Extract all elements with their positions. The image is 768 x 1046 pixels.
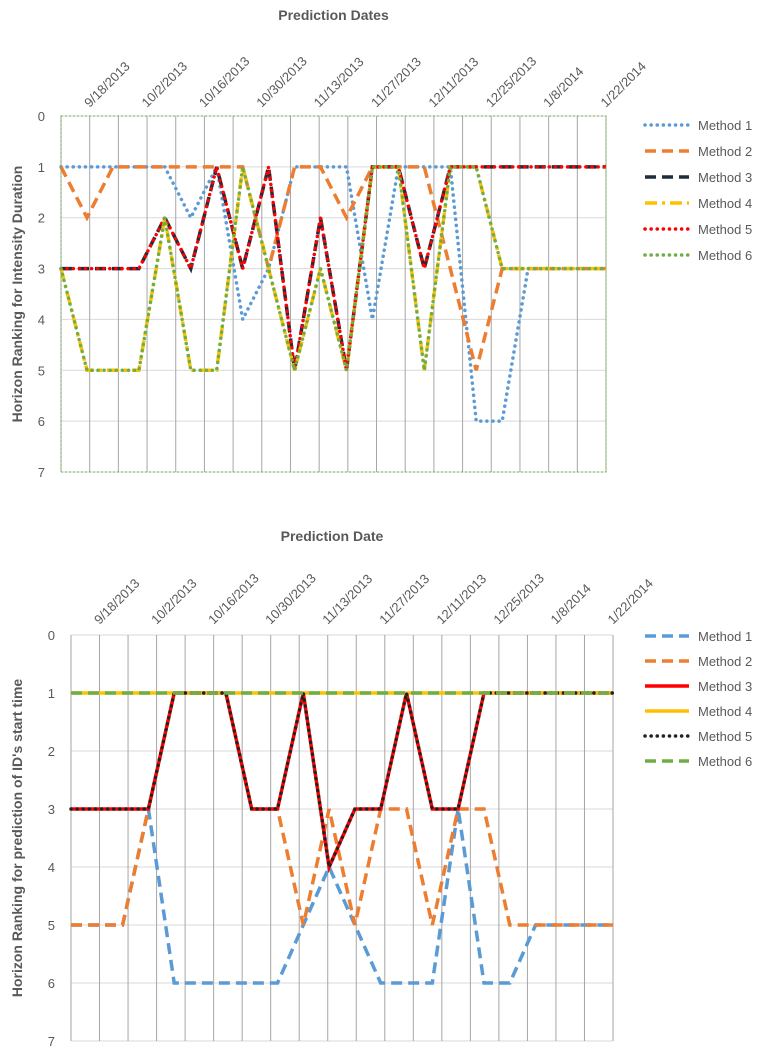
y-axis-label: Horizon Ranking for Intensity Duration [9, 166, 25, 423]
legend-label-method-1: Method 1 [698, 118, 752, 133]
y-tick-label: 7 [48, 1034, 55, 1046]
y-tick-label: 3 [38, 262, 45, 277]
y-tick-label: 6 [38, 414, 45, 429]
x-tick-label: 1/8/2014 [547, 581, 593, 627]
x-tick-label: 12/25/2013 [483, 53, 540, 110]
legend-label-method-4: Method 4 [698, 704, 752, 719]
x-tick-label: 1/22/2014 [598, 59, 650, 111]
legend-label-method-5: Method 5 [698, 222, 752, 237]
y-tick-label: 2 [48, 744, 55, 759]
y-tick-label: 0 [48, 628, 55, 643]
chart-title: Prediction Dates [278, 7, 389, 23]
x-tick-label: 10/16/2013 [205, 570, 262, 627]
legend-label-method-2: Method 2 [698, 144, 752, 159]
y-tick-label: 5 [38, 363, 45, 378]
y-tick-label: 4 [48, 860, 55, 875]
x-tick-label: 11/27/2013 [368, 54, 424, 110]
legend-label-method-3: Method 3 [698, 679, 752, 694]
y-tick-label: 1 [38, 160, 45, 175]
x-tick-label: 12/25/2013 [490, 570, 547, 627]
x-tick-label: 11/27/2013 [376, 571, 432, 627]
legend-label-method-5: Method 5 [698, 729, 752, 744]
x-tick-label: 10/2/2013 [148, 576, 200, 628]
chart-title: Prediction Date [281, 528, 384, 544]
y-tick-label: 3 [48, 802, 55, 817]
y-tick-label: 7 [38, 465, 45, 480]
y-axis-label: Horizon Ranking for prediction of ID's s… [9, 679, 25, 998]
series-line-method-1 [71, 808, 613, 985]
series-line-method-5 [69, 691, 615, 874]
x-tick-label: 9/18/2013 [91, 576, 143, 628]
x-tick-label: 11/13/2013 [311, 54, 367, 110]
legend-label-method-1: Method 1 [698, 629, 752, 644]
chart-intensity-duration: Prediction Dates Horizon Ranking for Inte… [9, 7, 752, 480]
legend-label-method-2: Method 2 [698, 654, 752, 669]
y-tick-label: 1 [48, 686, 55, 701]
legend-label-method-6: Method 6 [698, 248, 752, 263]
x-tick-label: 12/11/2013 [433, 571, 489, 627]
y-tick-label: 5 [48, 918, 55, 933]
y-tick-label: 2 [38, 211, 45, 226]
x-tick-label: 1/8/2014 [540, 64, 586, 110]
y-tick-label: 0 [38, 109, 45, 124]
x-tick-label: 1/22/2014 [605, 576, 657, 628]
chart-start-time: Prediction Date Horizon Ranking for predi… [9, 528, 752, 1046]
x-tick-label: 11/13/2013 [319, 571, 375, 627]
legend-label-method-3: Method 3 [698, 170, 752, 185]
y-tick-label: 4 [38, 312, 45, 327]
legend-label-method-4: Method 4 [698, 196, 752, 211]
x-tick-label: 10/30/2013 [253, 53, 310, 110]
series-line-method-5 [59, 165, 608, 371]
series-line-method-6 [59, 165, 608, 373]
x-tick-label: 12/11/2013 [425, 54, 481, 110]
legend-label-method-6: Method 6 [698, 754, 752, 769]
plot-area-frame [60, 115, 607, 473]
x-tick-label: 10/16/2013 [196, 53, 253, 110]
x-tick-label: 9/18/2013 [81, 59, 133, 111]
x-tick-label: 10/30/2013 [262, 570, 319, 627]
x-tick-label: 10/2/2013 [139, 59, 191, 111]
y-tick-label: 6 [48, 976, 55, 991]
series-line-method-3 [71, 691, 613, 874]
